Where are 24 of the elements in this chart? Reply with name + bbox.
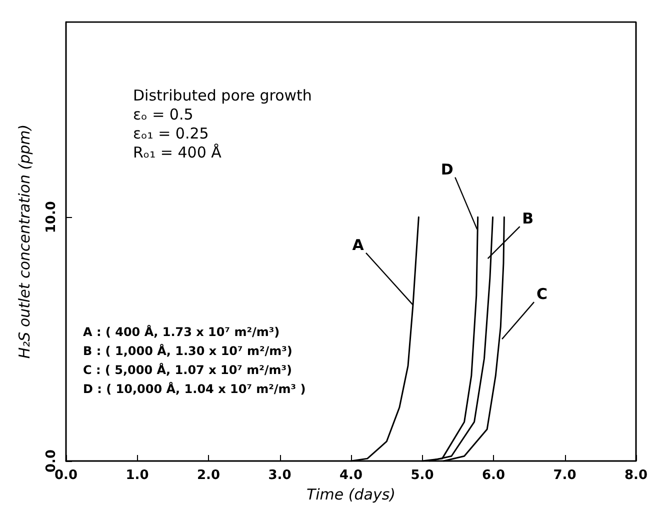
annotation: B : ( 1,000 Å, 1.30 x 10⁷ m²/m³) [83, 343, 292, 358]
annotation: D : ( 10,000 Å, 1.04 x 10⁷ m²/m³ ) [83, 381, 306, 396]
x-tick-label: 3.0 [268, 468, 292, 483]
annotation: C : ( 5,000 Å, 1.07 x 10⁷ m²/m³) [83, 362, 292, 377]
annotation: Distributed pore growth [133, 86, 312, 104]
annotation: εₒ₁ = 0.25 [133, 124, 209, 142]
x-tick-label: 0.0 [54, 468, 78, 483]
x-tick-label: 7.0 [553, 468, 576, 483]
x-tick-label: 6.0 [482, 468, 506, 483]
x-tick-label: 1.0 [126, 468, 149, 483]
y-tick-label: 10.0 [44, 201, 59, 234]
x-tick-label: 5.0 [410, 468, 434, 483]
annotation: A [352, 236, 364, 254]
x-tick-label: 2.0 [196, 468, 220, 483]
x-tick-label: 4.0 [339, 468, 363, 483]
y-axis-title: H₂S outlet concentration (ppm) [16, 124, 34, 359]
annotation: A : ( 400 Å, 1.73 x 10⁷ m²/m³) [83, 324, 280, 339]
annotation: Rₒ₁ = 400 Å [133, 144, 222, 162]
annotation: D [440, 160, 454, 178]
x-axis-title: Time (days) [306, 486, 396, 504]
annotation: B [522, 210, 534, 228]
annotation: εₒ = 0.5 [133, 106, 194, 124]
x-tick-label: 8.0 [624, 468, 648, 483]
annotation: C [536, 285, 548, 304]
